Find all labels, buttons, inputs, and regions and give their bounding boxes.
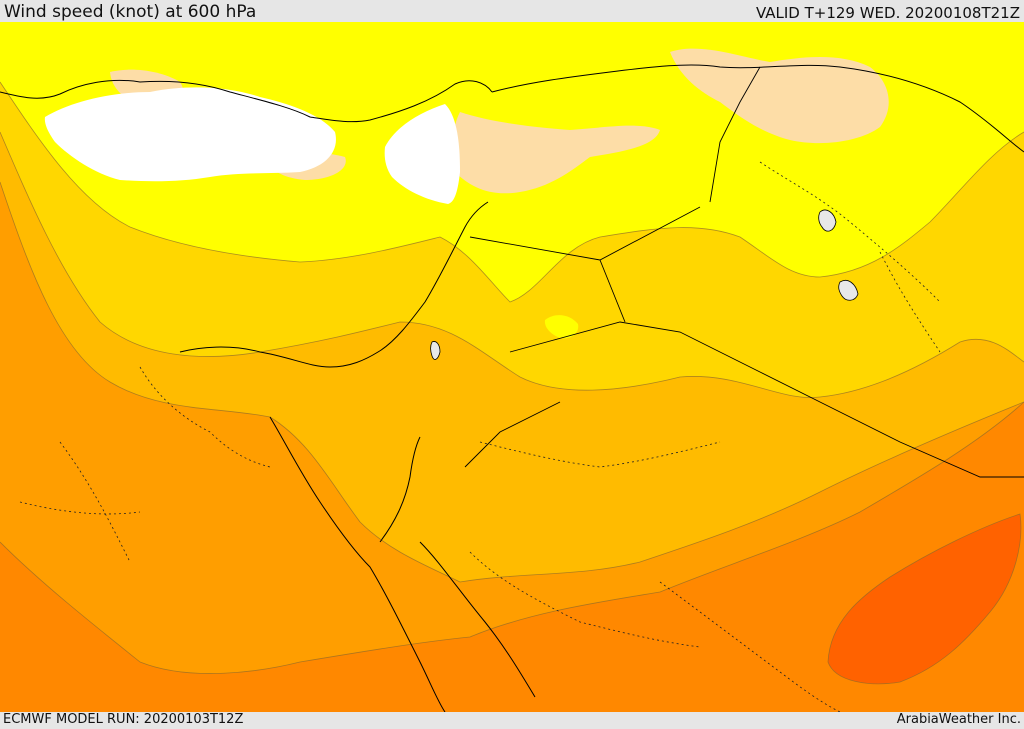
band-white-east <box>384 104 460 204</box>
band-beige-north <box>452 112 660 194</box>
region-borders <box>19 161 941 712</box>
map-footer: ECMWF MODEL RUN: 20200103T12Z ArabiaWeat… <box>0 712 1024 729</box>
credit: ArabiaWeather Inc. <box>896 712 1021 727</box>
valid-time: VALID T+129 WED. 20200108T21Z <box>755 4 1020 22</box>
model-run: ECMWF MODEL RUN: 20200103T12Z <box>3 712 244 727</box>
map-title: Wind speed (knot) at 600 hPa <box>4 2 257 22</box>
band-white-west <box>44 87 336 182</box>
speed-contours <box>0 81 1024 685</box>
map-canvas <box>0 22 1024 712</box>
band-beige-ne <box>670 48 889 144</box>
wind-speed-map <box>0 22 1024 712</box>
country-borders <box>464 66 1024 478</box>
water-bodies <box>430 209 859 360</box>
band-yellow-spot <box>544 315 579 339</box>
band-dark-orange <box>0 402 1024 712</box>
map-header: Wind speed (knot) at 600 hPa VALID T+129… <box>0 0 1024 22</box>
band-red-orange <box>828 514 1021 684</box>
coastlines <box>0 64 1024 712</box>
